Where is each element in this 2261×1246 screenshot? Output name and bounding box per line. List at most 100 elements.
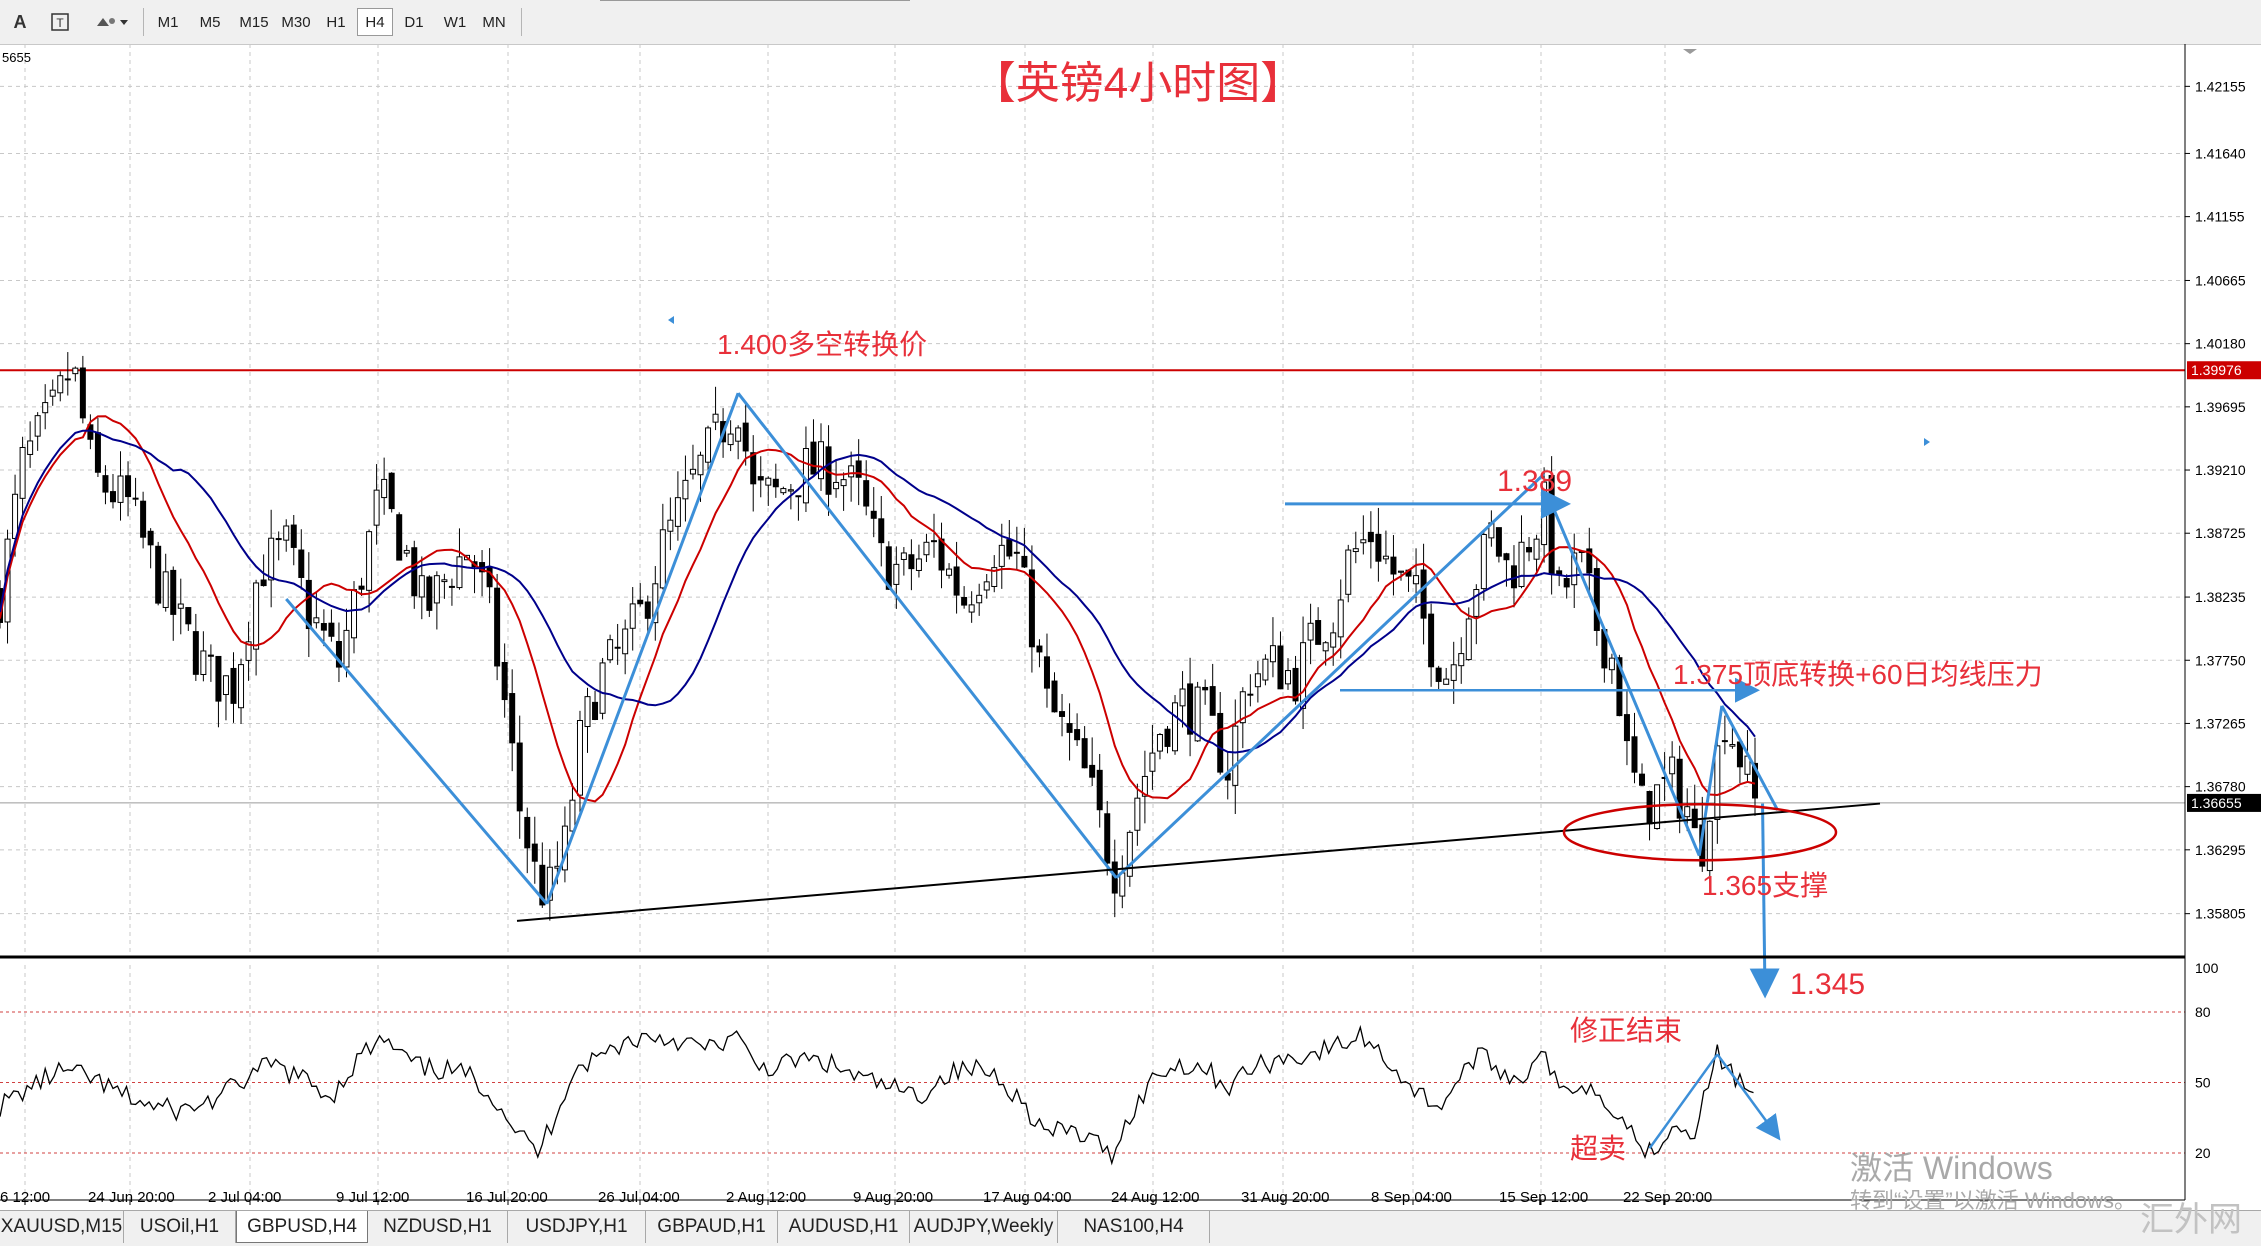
candle-body xyxy=(64,378,71,381)
candle-body xyxy=(132,497,139,500)
candle-body xyxy=(328,622,335,637)
candle-body xyxy=(968,604,975,613)
wave-line xyxy=(1697,705,1724,856)
candle-body xyxy=(155,545,162,604)
candle-body xyxy=(426,576,433,611)
candle-body xyxy=(238,664,245,709)
oversold-label: 超卖 xyxy=(1570,1133,1626,1164)
candle-body xyxy=(12,493,19,539)
timeframe-w1[interactable]: W1 xyxy=(443,13,467,31)
candle-body xyxy=(599,662,606,714)
candle-body xyxy=(923,541,930,556)
symbol-tab-audjpy-weekly[interactable]: AUDJPY,Weekly xyxy=(910,1211,1058,1243)
candle-body xyxy=(1285,670,1292,685)
candle-body xyxy=(1081,738,1088,769)
candle-body xyxy=(1593,568,1600,631)
wave-line xyxy=(1115,472,1546,879)
candle-body xyxy=(140,500,147,538)
timeframe-d1[interactable]: D1 xyxy=(404,13,424,31)
candle-body xyxy=(1089,764,1096,778)
candle-body xyxy=(1352,548,1359,553)
candle-body xyxy=(1495,527,1502,557)
candle-body xyxy=(848,465,855,478)
candle-body xyxy=(516,742,523,812)
candle-body xyxy=(592,701,599,721)
candle-body xyxy=(1382,555,1389,560)
candle-body xyxy=(1059,711,1066,717)
shapes-icon[interactable] xyxy=(90,8,134,36)
symbol-tab-gbpaud-h1[interactable]: GBPAUD,H1 xyxy=(646,1211,778,1243)
candle-body xyxy=(1217,712,1224,773)
candle-body xyxy=(893,563,900,585)
candle-body xyxy=(381,478,388,499)
timeframe-m30[interactable]: M30 xyxy=(281,13,311,31)
candle-body xyxy=(320,623,327,631)
candle-body xyxy=(207,654,214,657)
candle-body xyxy=(268,537,275,581)
symbol-tab-nas100-h4[interactable]: NAS100,H4 xyxy=(1058,1211,1210,1243)
candle-body xyxy=(780,488,787,494)
y-tick-label: 1.40180 xyxy=(2195,336,2246,352)
candle-body xyxy=(313,617,320,624)
candle-body xyxy=(260,579,267,587)
candle-body xyxy=(1684,806,1691,818)
symbol-tab-usdjpy-h1[interactable]: USDJPY,H1 xyxy=(508,1211,646,1243)
candle-body xyxy=(418,575,425,598)
chart-toolbar: A T M1 M5 M15 M30 H1 H4 D1 W1 MN xyxy=(0,0,2261,45)
candle-body xyxy=(637,599,644,605)
symbol-tab-usoil-h1[interactable]: USOil,H1 xyxy=(124,1211,236,1243)
x-tick-label: 9 Aug 20:00 xyxy=(853,1189,933,1206)
y-tick-label: 1.38235 xyxy=(2195,589,2246,605)
moving-averages xyxy=(0,415,1756,803)
candle-body xyxy=(1104,813,1111,864)
symbol-tab-xauusd-m15[interactable]: XAUUSD,M15 xyxy=(0,1211,124,1243)
symbol-tab-nzdusd-h1[interactable]: NZDUSD,H1 xyxy=(368,1211,508,1243)
candle-body xyxy=(200,650,207,675)
candle-body xyxy=(1043,656,1050,689)
candle-body xyxy=(1239,691,1246,724)
timeframe-m5[interactable]: M5 xyxy=(199,13,221,31)
timeframe-h4[interactable]: H4 xyxy=(357,8,393,36)
y-tick-label: 1.41155 xyxy=(2195,209,2245,225)
timeframe-mn[interactable]: MN xyxy=(482,13,506,31)
target-arrow xyxy=(1749,803,1780,999)
candle-body xyxy=(1413,575,1420,585)
symbol-tab-audusd-h1[interactable]: AUDUSD,H1 xyxy=(778,1211,910,1243)
x-tick-label: 24 Jun 20:00 xyxy=(88,1189,175,1206)
candle-body xyxy=(335,641,342,668)
grid xyxy=(0,44,2185,1200)
candle-body xyxy=(1435,667,1442,682)
timeframe-h1[interactable]: H1 xyxy=(326,13,346,31)
timeframe-m1[interactable]: M1 xyxy=(157,13,179,31)
candle-body xyxy=(1533,538,1540,560)
candle-body xyxy=(1292,667,1299,702)
text-icon[interactable]: A xyxy=(13,11,27,32)
candle-body xyxy=(1503,553,1510,561)
candle-body xyxy=(1616,657,1623,717)
candle-body xyxy=(42,402,49,414)
timeframe-m15[interactable]: M15 xyxy=(239,13,269,31)
candle-body xyxy=(1172,702,1179,752)
candle-body xyxy=(1752,762,1758,799)
text-label-icon[interactable]: T xyxy=(46,8,74,36)
price-candles xyxy=(0,352,1758,921)
y-tick-label: 1.41640 xyxy=(2195,145,2246,161)
candle-body xyxy=(1247,693,1254,696)
candle-body xyxy=(1074,729,1081,741)
candle-body xyxy=(1608,657,1615,671)
candle-body xyxy=(57,375,64,394)
rsi-panel xyxy=(0,955,2185,1166)
chart-canvas[interactable]: 1.42155 1.41640 1.41155 1.40665 1.40180 1.396… xyxy=(0,44,2261,1210)
candle-body xyxy=(1443,678,1450,685)
x-tick-label: 2 Aug 12:00 xyxy=(726,1189,806,1206)
candle-body xyxy=(1330,632,1337,648)
candle-body xyxy=(1051,680,1058,713)
candle-body xyxy=(652,583,659,624)
symbol-tab-gbpusd-h4[interactable]: GBPUSD,H4 xyxy=(236,1211,368,1243)
candle-body xyxy=(501,661,508,701)
candle-body xyxy=(403,549,410,554)
y-tick-label: 1.39210 xyxy=(2195,462,2246,478)
correction-label: 修正结束 xyxy=(1570,1015,1682,1046)
candle-body xyxy=(682,479,689,500)
candle-body xyxy=(855,460,862,478)
